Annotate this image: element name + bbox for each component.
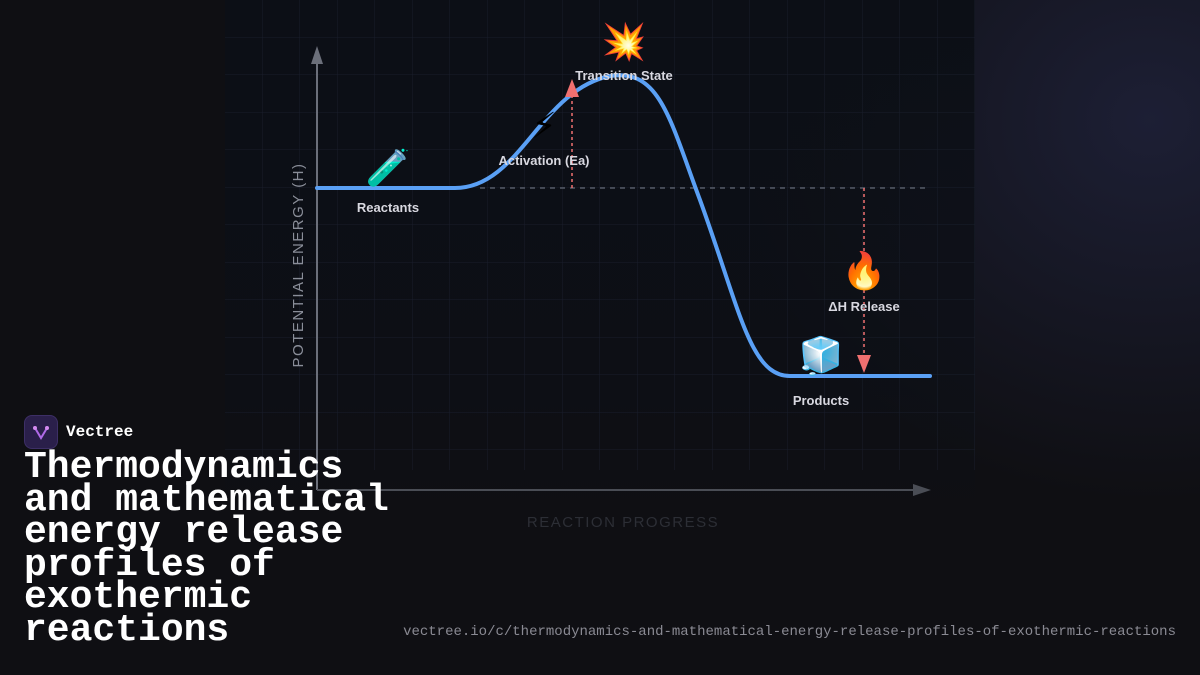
energy-curve bbox=[315, 73, 932, 378]
y-arrow bbox=[311, 46, 323, 64]
activation-arrowhead bbox=[565, 79, 579, 97]
brand: Vectree bbox=[24, 415, 133, 449]
node-icon: 🧊 bbox=[799, 335, 844, 377]
node-label: Transition State bbox=[575, 68, 673, 83]
title: Thermodynamics and mathematical energy r… bbox=[24, 446, 389, 652]
x-arrow bbox=[913, 484, 931, 496]
node-label: Products bbox=[793, 393, 849, 408]
node-label: ΔH Release bbox=[828, 299, 900, 314]
brand-name: Vectree bbox=[66, 423, 134, 441]
url: vectree.io/c/thermodynamics-and-mathemat… bbox=[403, 624, 1176, 640]
node-icon: 💥 bbox=[602, 21, 647, 63]
release-arrowhead bbox=[857, 355, 871, 373]
x-axis-label: REACTION PROGRESS bbox=[527, 514, 719, 531]
logo bbox=[24, 415, 58, 449]
node-icon: ⚡ bbox=[531, 106, 556, 147]
y-axis-label: POTENTIAL ENERGY (H) bbox=[290, 162, 307, 367]
node-icon: 🔥 bbox=[842, 250, 887, 292]
node-label: Reactants bbox=[357, 200, 419, 215]
logo-mark bbox=[33, 426, 49, 440]
node-icon: 🧪 bbox=[366, 148, 411, 189]
node-label: Activation (Ea) bbox=[498, 153, 589, 168]
